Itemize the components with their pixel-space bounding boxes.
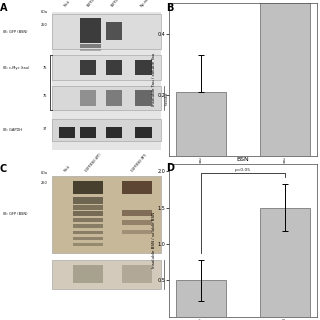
Bar xyxy=(59,127,75,138)
Text: Myc-tau: Myc-tau xyxy=(140,0,151,8)
Bar xyxy=(260,208,310,317)
Text: B: B xyxy=(166,3,174,13)
Bar xyxy=(80,90,96,106)
Bar xyxy=(80,44,101,48)
Text: EGFP-E: EGFP-E xyxy=(86,0,96,8)
Text: IB: GFP (BSN): IB: GFP (BSN) xyxy=(3,29,28,34)
Text: 250: 250 xyxy=(40,23,47,28)
Bar xyxy=(135,90,152,106)
Text: EGFP-BSN (WT): EGFP-BSN (WT) xyxy=(85,153,102,173)
Bar xyxy=(52,14,161,49)
Bar xyxy=(106,21,122,40)
Text: C: C xyxy=(0,164,7,174)
Bar xyxy=(176,280,226,317)
Text: 75: 75 xyxy=(43,94,47,98)
Bar xyxy=(80,49,101,52)
Text: Mock: Mock xyxy=(63,0,71,8)
Y-axis label: Insoluble BSN / soluble BSN: Insoluble BSN / soluble BSN xyxy=(152,212,156,268)
Text: Insoluble: Insoluble xyxy=(164,91,169,105)
Bar xyxy=(52,176,161,252)
Bar xyxy=(176,92,226,156)
Text: 37: 37 xyxy=(43,127,47,132)
Bar xyxy=(73,211,103,216)
Bar xyxy=(52,86,161,110)
Text: A: A xyxy=(0,3,7,13)
Text: EGFP-E: EGFP-E xyxy=(111,0,121,8)
Text: p<0.05: p<0.05 xyxy=(235,168,251,172)
Text: 75: 75 xyxy=(43,66,47,70)
Bar xyxy=(73,205,103,210)
Bar xyxy=(122,230,152,234)
Text: kDa: kDa xyxy=(40,171,47,175)
Bar xyxy=(135,60,152,75)
Bar xyxy=(135,127,152,138)
Bar xyxy=(122,265,152,283)
Text: IB: GFP (BSN): IB: GFP (BSN) xyxy=(3,212,28,216)
Bar xyxy=(73,218,103,222)
Bar xyxy=(52,55,161,80)
Text: Mock: Mock xyxy=(63,164,71,173)
Bar xyxy=(73,231,103,234)
Bar xyxy=(73,237,103,240)
Bar xyxy=(106,127,122,138)
Bar xyxy=(80,127,96,138)
Bar xyxy=(73,244,103,246)
Bar xyxy=(73,197,103,204)
Title: BSN: BSN xyxy=(237,157,249,162)
Y-axis label: Insoluble Tau / soluble Tau: Insoluble Tau / soluble Tau xyxy=(152,53,156,106)
Text: IB: GAPDH: IB: GAPDH xyxy=(3,128,22,132)
Text: kDa: kDa xyxy=(40,10,47,14)
Bar xyxy=(73,224,103,228)
Bar xyxy=(80,19,101,43)
Text: EGFP-BSN (MT): EGFP-BSN (MT) xyxy=(130,154,148,173)
Bar xyxy=(260,0,310,156)
Bar xyxy=(122,210,152,216)
Bar xyxy=(52,119,161,141)
Text: D: D xyxy=(166,163,174,173)
Bar xyxy=(73,181,103,195)
Bar xyxy=(122,220,152,225)
Bar xyxy=(52,12,161,150)
Text: 250: 250 xyxy=(40,181,47,185)
Bar xyxy=(122,181,152,195)
Bar xyxy=(73,265,103,283)
Bar xyxy=(80,60,96,75)
Text: IB: c-Myc (tau): IB: c-Myc (tau) xyxy=(3,66,29,70)
Bar xyxy=(106,90,122,106)
Bar xyxy=(106,60,122,75)
Bar xyxy=(52,260,161,289)
